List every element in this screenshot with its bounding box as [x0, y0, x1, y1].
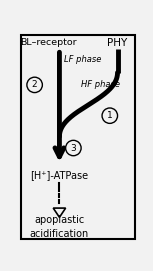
Text: 2: 2 [32, 80, 37, 89]
Text: HF phase: HF phase [81, 80, 120, 89]
Polygon shape [53, 208, 66, 217]
Circle shape [102, 108, 118, 123]
Text: LF phase: LF phase [64, 55, 101, 64]
Text: PHY: PHY [107, 37, 128, 47]
Text: 3: 3 [71, 144, 76, 153]
Text: BL–receptor: BL–receptor [20, 38, 77, 47]
Text: 1: 1 [107, 111, 113, 120]
Text: apoplastic
acidification: apoplastic acidification [30, 215, 89, 238]
Circle shape [27, 77, 42, 93]
Circle shape [66, 140, 81, 156]
Text: [H⁺]-ATPase: [H⁺]-ATPase [30, 170, 88, 180]
